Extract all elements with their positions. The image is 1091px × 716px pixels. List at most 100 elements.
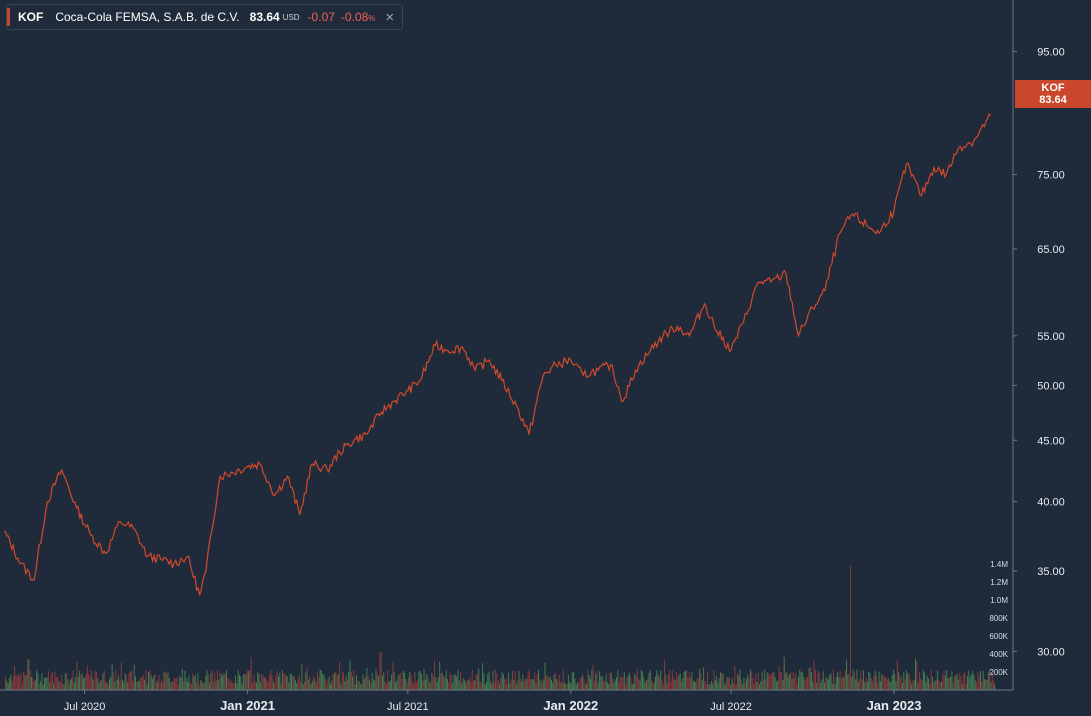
volume-bar [229,682,231,690]
volume-bar [336,675,338,690]
volume-bar [700,673,702,690]
volume-bar [201,681,203,690]
volume-bar [829,674,831,690]
volume-tick-label: 400K [989,650,1008,659]
volume-bar [764,669,766,690]
volume-bar [484,684,486,690]
volume-bar [739,669,741,690]
volume-bar [171,681,173,690]
volume-bar [144,679,146,690]
volume-bar [437,677,439,690]
volume-bar [340,683,342,690]
close-icon[interactable]: × [385,8,395,26]
volume-bar [989,669,991,690]
volume-bar [115,670,117,690]
volume-bar [708,684,710,690]
volume-bar [900,677,902,690]
volume-bar [395,682,396,690]
volume-bar [378,675,380,690]
volume-bar [128,673,130,690]
volume-bar [449,672,451,690]
volume-bar [768,673,770,690]
volume-bar [824,682,825,690]
volume-bar [740,679,742,690]
volume-bar [536,673,538,690]
volume-bar [580,677,582,690]
volume-bar [747,674,749,690]
volume-bar [396,680,398,690]
volume-bar [301,664,303,690]
volume-bar [120,662,122,690]
volume-bar [289,673,291,690]
volume-bar [911,683,913,690]
volume-bar [643,677,645,690]
volume-bar [946,670,948,690]
volume-bar [610,673,612,690]
volume-bar [696,678,698,690]
volume-bar [869,672,871,690]
volume-bar [755,673,757,690]
volume-bar [388,681,390,690]
volume-bar [703,667,705,690]
volume-bar [834,684,836,690]
volume-bar [622,677,624,690]
volume-bar [428,681,430,690]
volume-bar [876,675,877,690]
volume-bar [692,680,694,690]
volume-bar [270,670,272,690]
volume-bar [701,680,703,690]
volume-bar [743,677,745,690]
volume-bar [664,660,666,690]
volume-bar [207,674,209,690]
volume-bar [851,677,853,690]
volume-bar [600,676,602,690]
volume-bar [907,673,909,690]
volume-bar [798,676,799,690]
y-tick-label: 30.00 [1037,646,1065,658]
volume-bar [695,682,697,690]
volume-bar [617,670,619,690]
volume-bar [167,672,169,690]
volume-bar [454,674,456,690]
volume-bar [835,677,837,690]
volume-bar [302,684,304,690]
volume-bar [879,681,881,690]
volume-bar [440,673,442,690]
volume-bar [935,679,937,690]
volume-bar [15,674,17,690]
volume-bar [227,677,229,690]
volume-bar [827,679,829,690]
volume-bar [189,683,191,690]
volume-bar [239,674,240,690]
volume-bar [569,681,571,690]
volume-bar [197,673,199,690]
volume-bar [990,682,992,690]
volume-bar [786,672,788,690]
volume-bar [64,673,66,690]
volume-bar [899,676,901,690]
volume-bar [294,680,296,690]
volume-bar [423,669,425,690]
volume-bar [822,671,824,690]
volume-bar [548,677,550,690]
volume-bar [488,671,490,690]
volume-bar [205,676,207,690]
volume-bar [11,681,13,690]
volume-bar [400,672,402,690]
volume-bar [947,677,949,690]
volume-bar [881,674,883,690]
volume-bar [280,683,282,690]
volume-bar [762,680,764,690]
volume-bar [96,671,97,690]
volume-bar [584,684,586,690]
last-price-tag: KOF 83.64 [1015,80,1091,108]
volume-bar [457,669,459,690]
volume-bar [237,670,239,690]
legend-change-pct: -0.08% [341,10,375,24]
volume-bar [327,679,329,690]
volume-bar [820,682,822,690]
volume-bar [434,660,435,690]
volume-bar [448,682,450,690]
volume-bar [356,674,357,690]
